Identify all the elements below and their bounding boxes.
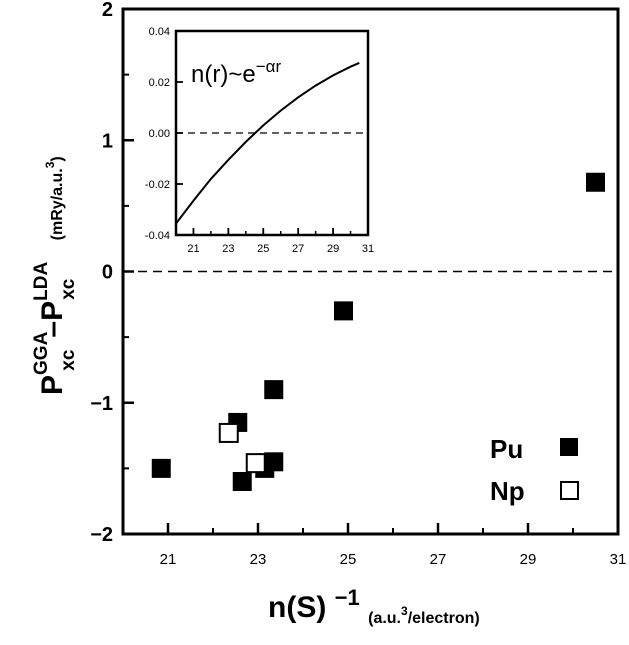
x-tick-label: 29 [520, 551, 537, 568]
inset-y-tick-label: -0.02 [145, 179, 170, 191]
legend: Pu Np [490, 434, 579, 506]
data-point-pu [232, 472, 252, 491]
data-point-pu [586, 172, 605, 192]
inset-y-tick-label: 0.02 [149, 77, 170, 89]
x-tick-label: 27 [430, 551, 447, 568]
x-tick-label: 25 [340, 551, 357, 568]
data-point-pu [334, 301, 353, 321]
y-tick-label: −1 [90, 393, 113, 415]
y-tick-label: 0 [102, 262, 113, 284]
legend-marker-pu [560, 438, 578, 456]
inset-x-tick-label: 23 [222, 243, 234, 255]
inset-y-tick-label: 0.04 [149, 26, 170, 38]
y-tick-label: 2 [102, 0, 113, 21]
y-axis-unit-post: ) [49, 156, 66, 161]
data-point-np [245, 453, 266, 474]
y-axis-unit-pre: (mRy/a.u. [49, 168, 66, 240]
data-point-pu [264, 452, 284, 472]
inset-y-tick-label: -0.04 [145, 230, 170, 242]
inset-x-tick-label: 25 [257, 243, 269, 255]
y-axis-label-sup2: LDA [31, 262, 52, 301]
y-axis-label-sub2: xc [58, 278, 79, 300]
inset-x-tick-label: 27 [292, 243, 304, 255]
inset-y-tick-label: 0.00 [149, 128, 170, 140]
y-tick-label: 1 [102, 130, 113, 152]
x-tick-label: 23 [250, 551, 267, 568]
y-axis-unit-exp: 3 [43, 161, 57, 168]
y-tick-label: −2 [90, 524, 113, 546]
legend-label-np: Np [490, 476, 525, 506]
main-data-points [151, 172, 605, 491]
x-tick-label: 21 [160, 551, 177, 568]
x-axis-label: n(S) −1 (a.u.3/electron) [268, 579, 480, 627]
data-point-pu [151, 458, 171, 478]
x-axis-unit-post: /electron) [408, 610, 480, 627]
inset-curve [175, 61, 360, 225]
data-point-pu [264, 380, 284, 400]
x-axis-label-main: n(S) [268, 591, 326, 624]
y-axis-label-p2: P [36, 301, 69, 321]
inset-x-tick-label: 29 [327, 243, 339, 255]
x-axis-unit-exp: 3 [401, 604, 408, 618]
inset-x-tick-label: 21 [187, 243, 199, 255]
y-axis-label: PGGA xc–PLDA xc (mRy/a.u.3) [31, 156, 81, 395]
x-axis-label-exp: −1 [335, 585, 360, 610]
x-axis-unit-pre: (a.u. [368, 610, 401, 627]
x-tick-label: 31 [610, 551, 627, 568]
inset-x-tick-label: 31 [362, 243, 374, 255]
inset-axis-ticks: 21 23 25 27 29 31 0.04 0.02 0.00 -0.02 -0.04 [145, 26, 374, 255]
y-axis-label-sub1: xc [58, 349, 79, 371]
y-axis-label-p: P [36, 375, 69, 395]
y-axis-label-dash: – [36, 321, 69, 338]
inset-annotation-lhs: n(r)~e [191, 61, 256, 88]
data-point-np [218, 422, 239, 443]
legend-label-pu: Pu [490, 434, 523, 464]
inset-annotation-exp: −αr [256, 57, 282, 76]
y-axis-label-sup1: GGA [31, 331, 52, 375]
legend-marker-np [560, 481, 579, 500]
inset-annotation: n(r)~e−αr [191, 57, 281, 88]
